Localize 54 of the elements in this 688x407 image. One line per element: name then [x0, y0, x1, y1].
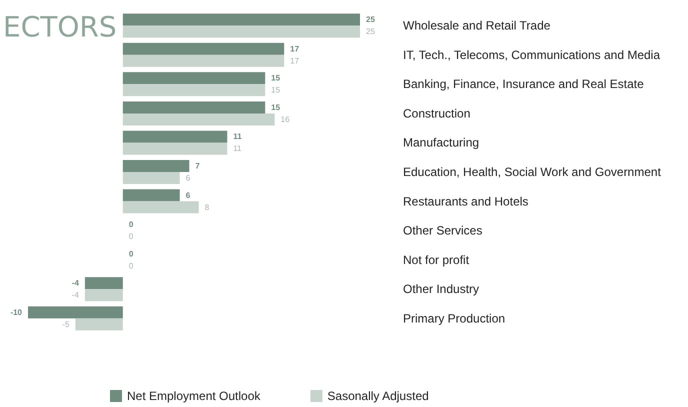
data-label: 0: [128, 261, 134, 270]
data-label: 0: [128, 220, 134, 230]
y-tick-label: Other Industry: [403, 282, 480, 296]
bar: [75, 318, 123, 330]
y-tick-label: IT, Tech., Telecoms, Communications and Media: [403, 48, 660, 62]
chart-title: ECTORS: [3, 10, 117, 44]
bar: [122, 101, 266, 114]
bar: [122, 14, 360, 26]
legend-label: Net Employment Outlook: [127, 389, 262, 403]
data-label: 17: [290, 56, 300, 66]
data-label: 11: [233, 132, 242, 142]
data-label: 25: [366, 15, 376, 24]
bar: [122, 189, 180, 202]
bar: [122, 130, 228, 143]
data-label: 8: [204, 202, 210, 212]
y-tick-label: Construction: [403, 106, 470, 120]
y-tick-label: Education, Health, Social Work and Government: [403, 165, 662, 179]
data-label: 7: [195, 162, 200, 170]
data-label: 0: [128, 232, 134, 242]
bar: [84, 277, 123, 290]
bar: [122, 160, 190, 172]
data-label: -4: [72, 278, 80, 288]
data-label: -4: [72, 290, 80, 300]
legend-label: Sasonally Adjusted: [327, 389, 429, 403]
y-tick-label: Not for profit: [403, 252, 470, 267]
data-label: 15: [271, 102, 281, 112]
y-tick-label: Other Services: [403, 224, 482, 238]
y-tick-label: Primary Production: [403, 311, 506, 326]
y-tick-label: Banking, Finance, Insurance and Real Estate: [403, 77, 644, 92]
data-label: 15: [271, 74, 281, 83]
bar: [122, 113, 275, 126]
bar: [28, 306, 123, 318]
data-label: 6: [186, 190, 191, 200]
bar: [122, 72, 266, 84]
y-tick-label: Manufacturing: [403, 136, 480, 150]
data-label: 0: [128, 249, 134, 258]
data-label: -5: [62, 320, 70, 329]
data-label: 16: [280, 114, 290, 124]
data-label: 11: [233, 144, 242, 154]
data-label: 15: [271, 86, 281, 95]
bar: [122, 42, 284, 55]
data-label: 6: [186, 174, 191, 182]
bar: [122, 201, 199, 214]
y-tick-label: Restaurants and Hotels: [403, 194, 528, 208]
bar: [122, 54, 284, 67]
data-label: 17: [290, 44, 300, 54]
y-tick-label: Wholesale and Retail Trade: [403, 18, 551, 33]
bar: [84, 289, 123, 302]
bar: [122, 142, 228, 155]
bar: [122, 84, 266, 96]
data-label: -10: [10, 308, 23, 317]
bar: [122, 172, 180, 184]
data-label: 25: [366, 27, 376, 36]
bar: [122, 26, 360, 38]
